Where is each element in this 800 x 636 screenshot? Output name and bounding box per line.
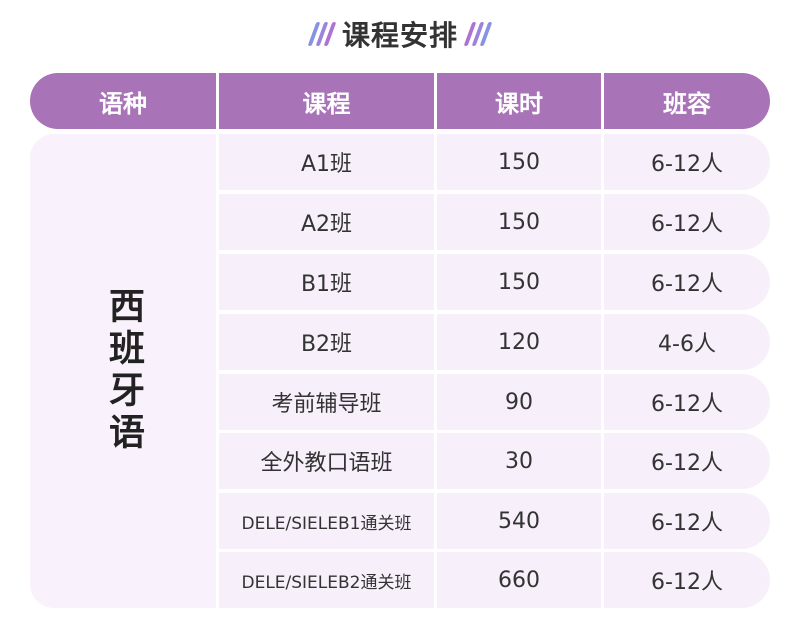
hours-cell: 150 — [434, 254, 601, 310]
hours-cell: 90 — [434, 374, 601, 430]
hours-cell: 120 — [434, 314, 601, 370]
table-row: A1班 150 6-12人 — [219, 134, 770, 190]
capacity-cell: 4-6人 — [601, 314, 770, 370]
hours-cell: 540 — [434, 493, 601, 549]
capacity-cell: 6-12人 — [601, 254, 770, 310]
hours-cell: 660 — [434, 552, 601, 608]
capacity-cell: 6-12人 — [601, 493, 770, 549]
course-cell: B2班 — [219, 314, 434, 370]
table-row: B1班 150 6-12人 — [219, 254, 770, 310]
header-hours: 课时 — [434, 73, 601, 129]
course-cell: DELE/SIELEB1通关班 — [219, 493, 434, 549]
course-cell: 全外教口语班 — [219, 433, 434, 489]
header-course: 课程 — [216, 73, 434, 129]
header-language: 语种 — [30, 73, 216, 129]
page-title: 课程安排 — [341, 19, 458, 52]
header-capacity: 班容 — [601, 73, 770, 129]
capacity-cell: 6-12人 — [601, 552, 770, 608]
course-cell: B1班 — [219, 254, 434, 310]
title-row: 课程安排 — [0, 14, 800, 54]
table-row: B2班 120 4-6人 — [219, 314, 770, 370]
course-cell: A2班 — [219, 194, 434, 250]
table-row: DELE/SIELEB2通关班 660 6-12人 — [219, 552, 770, 608]
hours-cell: 150 — [434, 194, 601, 250]
capacity-cell: 6-12人 — [601, 433, 770, 489]
capacity-cell: 6-12人 — [601, 134, 770, 190]
hours-cell: 150 — [434, 134, 601, 190]
table-row: 全外教口语班 30 6-12人 — [219, 433, 770, 489]
language-label: 西班牙语 — [103, 287, 144, 455]
table-row: DELE/SIELEB1通关班 540 6-12人 — [219, 493, 770, 549]
capacity-cell: 6-12人 — [601, 194, 770, 250]
left-slash-decoration — [307, 21, 337, 47]
capacity-cell: 6-12人 — [601, 374, 770, 430]
table-row: A2班 150 6-12人 — [219, 194, 770, 250]
table-header: 语种 课程 课时 班容 — [30, 73, 770, 129]
course-cell: DELE/SIELEB2通关班 — [219, 552, 434, 608]
hours-cell: 30 — [434, 433, 601, 489]
course-cell: A1班 — [219, 134, 434, 190]
table-row: 考前辅导班 90 6-12人 — [219, 374, 770, 430]
right-slash-decoration — [463, 21, 493, 47]
language-cell: 西班牙语 — [30, 134, 216, 608]
course-cell: 考前辅导班 — [219, 374, 434, 430]
